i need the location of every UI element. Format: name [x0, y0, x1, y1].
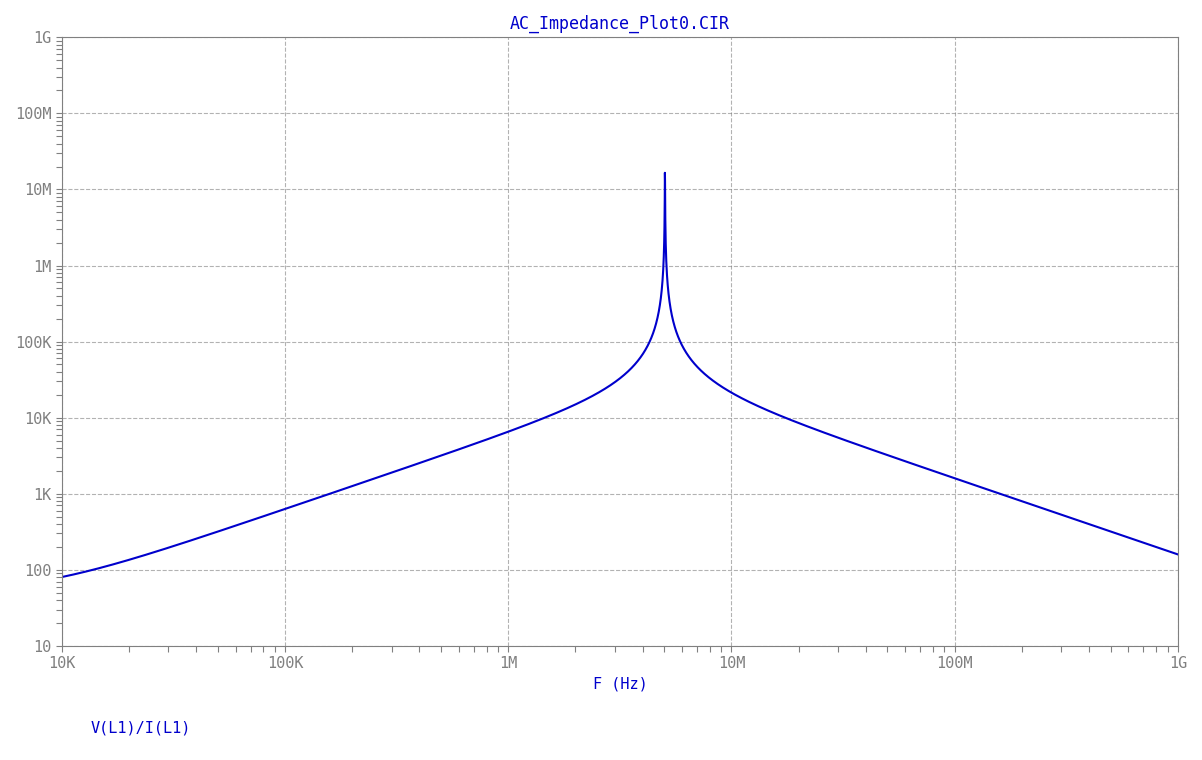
Text: V(L1)/I(L1): V(L1)/I(L1) [90, 720, 191, 736]
Title: AC_Impedance_Plot0.CIR: AC_Impedance_Plot0.CIR [510, 15, 730, 33]
X-axis label: F (Hz): F (Hz) [593, 677, 647, 692]
